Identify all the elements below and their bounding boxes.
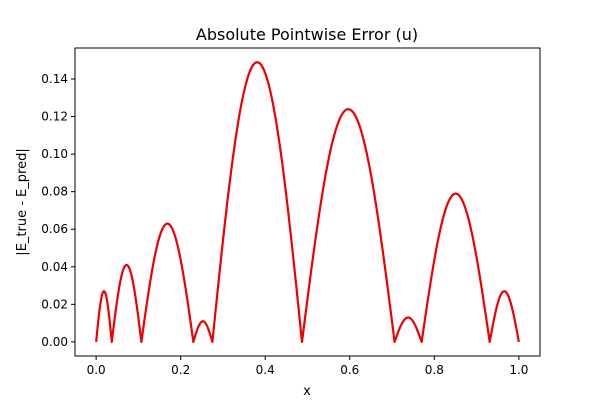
peak-point	[407, 317, 409, 319]
x-tick-label: 0.2	[171, 363, 190, 377]
y-tick-label: 0.14	[41, 72, 68, 86]
peak-point	[202, 320, 204, 322]
y-tick-label: 0.12	[41, 110, 68, 124]
x-tick-label: 0.0	[87, 363, 106, 377]
peak-point	[164, 223, 166, 225]
x-tick-label: 1.0	[509, 363, 528, 377]
peak-point	[103, 290, 105, 292]
x-axis-ticks: 0.0 0.2 0.4 0.6 0.8 1.0	[87, 356, 528, 377]
peak-point	[503, 290, 505, 292]
series-line	[95, 60, 520, 344]
x-tick-label: 0.4	[256, 363, 275, 377]
x-axis-label: x	[303, 384, 311, 399]
peak-point	[459, 193, 461, 195]
plot-frame	[74, 47, 541, 357]
x-tick-label: 0.6	[340, 363, 359, 377]
x-tick-label: 0.8	[425, 363, 444, 377]
y-axis-label: |E_true - E_pred|	[15, 148, 30, 255]
y-tick-label: 0.00	[41, 335, 68, 349]
peak-point	[262, 61, 264, 63]
y-tick-label: 0.02	[41, 297, 68, 311]
chart-title: Absolute Pointwise Error (u)	[196, 25, 418, 44]
y-tick-label: 0.08	[41, 185, 68, 199]
peak-point	[341, 108, 343, 110]
y-tick-label: 0.04	[41, 260, 68, 274]
y-tick-label: 0.06	[41, 222, 68, 236]
peak-point	[125, 264, 127, 266]
peak-points	[103, 61, 506, 322]
y-axis-ticks: 0.00 0.02 0.04 0.06 0.08 0.10 0.12 0.14	[41, 72, 75, 349]
y-tick-label: 0.10	[41, 147, 68, 161]
